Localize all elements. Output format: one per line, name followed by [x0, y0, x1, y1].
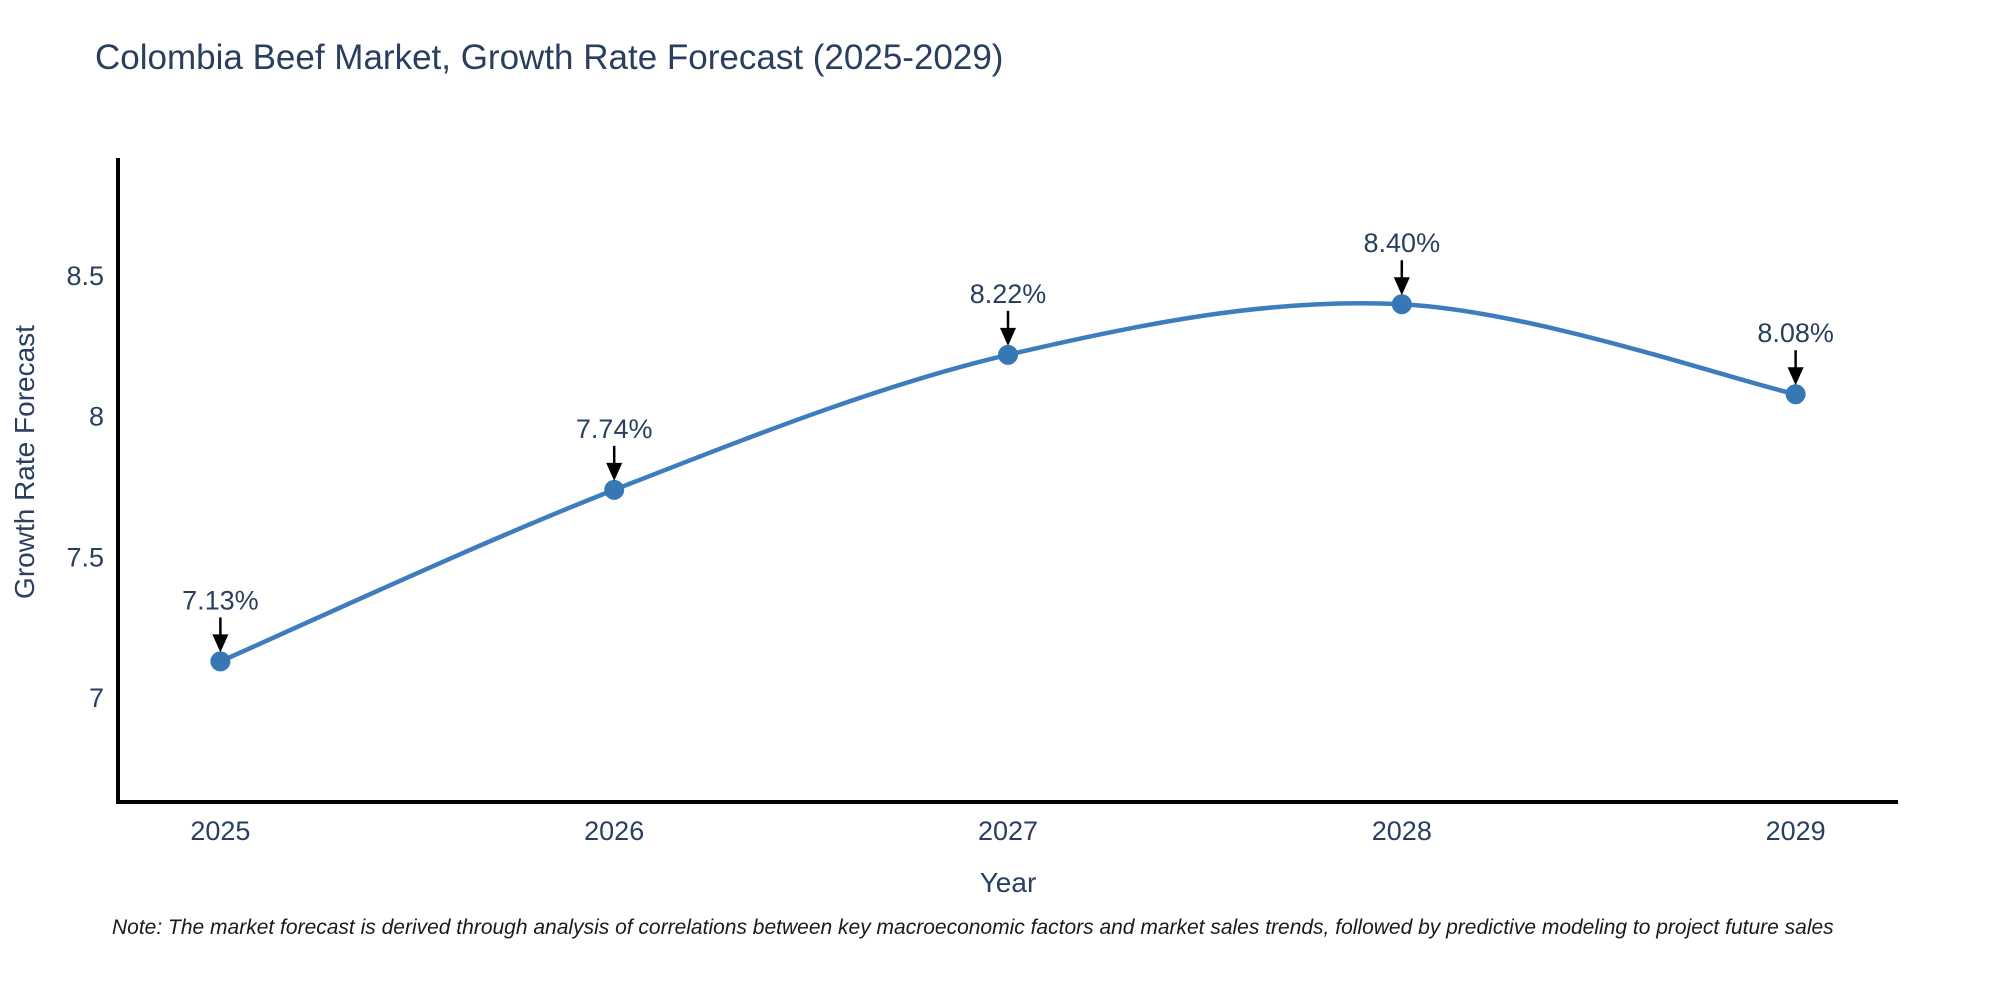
y-tick-label: 7: [89, 683, 104, 713]
chart-footnote: Note: The market forecast is derived thr…: [112, 916, 1834, 939]
annotation-arrow-head: [1000, 327, 1016, 346]
annotation-arrow-head: [1393, 277, 1410, 296]
data-point-value-label: 8.08%: [1757, 318, 1834, 348]
data-point-marker: [604, 479, 625, 500]
data-point-value-label: 8.22%: [970, 279, 1047, 309]
data-point-value-label: 7.13%: [182, 585, 259, 615]
annotation-arrow-head: [606, 462, 623, 481]
y-tick-label: 8: [89, 402, 104, 432]
data-point-marker: [210, 651, 231, 672]
y-tick-label: 8.5: [66, 261, 104, 291]
annotation-arrow-head: [212, 634, 229, 653]
x-tick-label: 2029: [1766, 816, 1826, 846]
data-point-marker: [1785, 384, 1806, 405]
x-tick-label: 2027: [978, 816, 1038, 846]
y-tick-label: 7.5: [66, 542, 104, 572]
data-point-marker: [1391, 294, 1412, 315]
x-tick-label: 2025: [190, 816, 250, 846]
chart-title: Colombia Beef Market, Growth Rate Foreca…: [95, 38, 1004, 77]
data-point-marker: [998, 344, 1018, 365]
data-point-value-label: 8.40%: [1364, 228, 1441, 258]
y-axis-title: Growth Rate Forecast: [9, 325, 40, 599]
annotation-arrow-head: [1787, 367, 1804, 386]
data-point-value-label: 7.74%: [576, 414, 653, 444]
x-axis-title: Year: [980, 867, 1037, 898]
x-tick-label: 2026: [584, 816, 644, 846]
x-tick-label: 2028: [1372, 816, 1432, 846]
